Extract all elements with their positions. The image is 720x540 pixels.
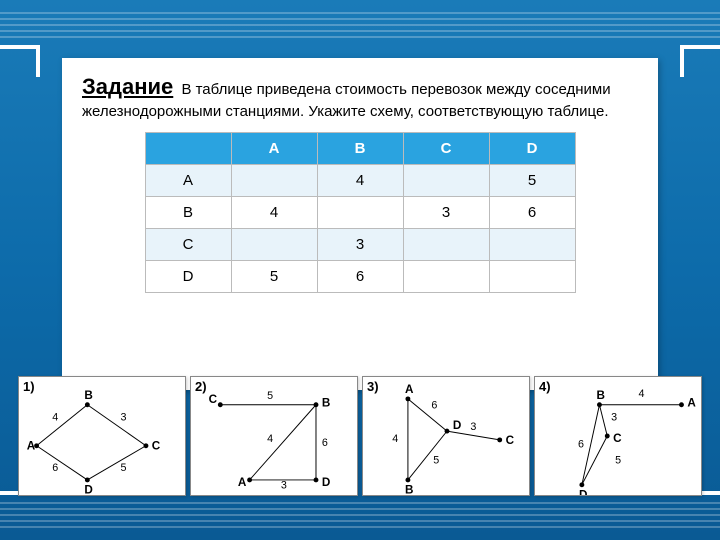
svg-text:4: 4 <box>52 411 58 423</box>
cost-table: A B C D A 4 5 B 4 3 6 C 3 D 5 <box>145 132 576 293</box>
svg-text:D: D <box>84 484 92 495</box>
row-header: B <box>145 196 231 228</box>
svg-text:3: 3 <box>121 411 127 423</box>
table-corner <box>145 132 231 164</box>
answer-option-1[interactable]: 1) 4365ABCD <box>18 376 186 496</box>
answer-option-4[interactable]: 4) 4365ABCD <box>534 376 702 496</box>
svg-text:5: 5 <box>433 454 439 466</box>
graph-diagram: 4 3 6 5 A B C D <box>19 377 185 495</box>
svg-text:5: 5 <box>121 462 127 474</box>
svg-text:5: 5 <box>267 390 273 402</box>
svg-text:6: 6 <box>431 400 437 412</box>
cell: 3 <box>403 196 489 228</box>
graph-diagram: 4 3 6 5 A B C D <box>535 377 701 495</box>
cell <box>231 164 317 196</box>
col-header: C <box>403 132 489 164</box>
cell: 5 <box>231 260 317 292</box>
col-header: B <box>317 132 403 164</box>
cell <box>489 228 575 260</box>
answer-options: 1) 4365ABCD 2) 5463CBAD 3) 4653ABCD 4) 4… <box>18 376 702 496</box>
svg-text:D: D <box>453 419 461 432</box>
row-header: D <box>145 260 231 292</box>
svg-text:B: B <box>597 389 605 402</box>
cell: 6 <box>489 196 575 228</box>
cell: 4 <box>317 164 403 196</box>
cell: 5 <box>489 164 575 196</box>
content-card: Задание В таблице приведена стоимость пе… <box>62 58 658 390</box>
svg-text:B: B <box>322 397 330 410</box>
row-header: C <box>145 228 231 260</box>
cell: 4 <box>231 196 317 228</box>
svg-text:4: 4 <box>267 433 273 445</box>
svg-text:C: C <box>152 440 161 453</box>
graph-diagram: 5 4 6 3 C B A D <box>191 377 357 495</box>
svg-text:4: 4 <box>639 388 645 400</box>
svg-text:B: B <box>84 389 92 402</box>
svg-text:A: A <box>238 476 247 489</box>
task-title: Задание <box>82 74 173 99</box>
svg-text:A: A <box>405 383 414 396</box>
col-header: D <box>489 132 575 164</box>
cell <box>403 164 489 196</box>
svg-text:A: A <box>27 440 36 453</box>
svg-text:6: 6 <box>322 437 328 449</box>
svg-text:6: 6 <box>52 462 58 474</box>
svg-text:5: 5 <box>615 454 621 466</box>
cell <box>403 260 489 292</box>
col-header: A <box>231 132 317 164</box>
row-header: A <box>145 164 231 196</box>
answer-option-3[interactable]: 3) 4653ABCD <box>362 376 530 496</box>
cell: 3 <box>317 228 403 260</box>
cell <box>317 196 403 228</box>
svg-text:3: 3 <box>470 421 476 433</box>
svg-text:C: C <box>613 432 622 445</box>
answer-option-2[interactable]: 2) 5463CBAD <box>190 376 358 496</box>
task-text: Задание В таблице приведена стоимость пе… <box>82 72 638 122</box>
svg-text:6: 6 <box>578 439 584 451</box>
cell: 6 <box>317 260 403 292</box>
svg-text:C: C <box>209 393 218 406</box>
svg-text:3: 3 <box>611 411 617 423</box>
svg-text:D: D <box>579 488 587 495</box>
cell <box>231 228 317 260</box>
svg-text:C: C <box>506 434 515 447</box>
graph-diagram: 4 6 5 3 A B C D <box>363 377 529 495</box>
svg-text:D: D <box>322 476 330 489</box>
svg-text:4: 4 <box>392 433 398 445</box>
cell <box>403 228 489 260</box>
svg-text:B: B <box>405 484 413 495</box>
svg-text:A: A <box>687 397 696 410</box>
cell <box>489 260 575 292</box>
svg-text:3: 3 <box>281 480 287 492</box>
